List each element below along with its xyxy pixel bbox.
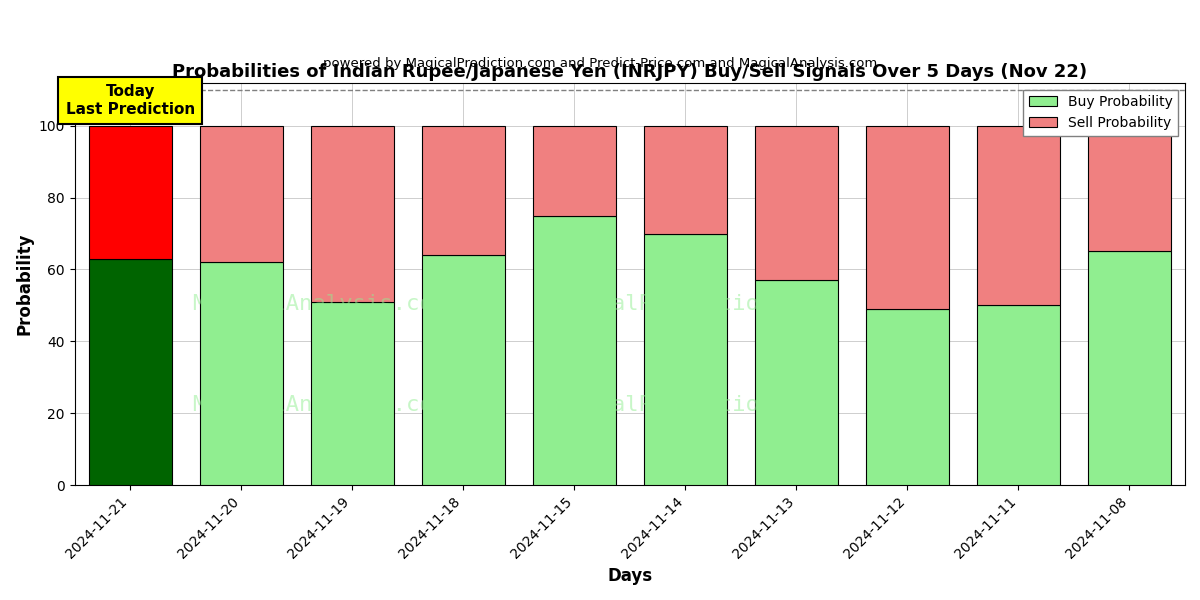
Text: MagicalPrediction.com: MagicalPrediction.com bbox=[545, 395, 826, 415]
Text: powered by MagicalPrediction.com and Predict-Price.com and MagicalAnalysis.com: powered by MagicalPrediction.com and Pre… bbox=[323, 56, 877, 70]
Bar bbox=[865, 125, 949, 309]
Bar bbox=[977, 305, 1060, 485]
Bar bbox=[1088, 251, 1171, 485]
Bar bbox=[311, 125, 394, 302]
Bar bbox=[865, 309, 949, 485]
Bar bbox=[533, 125, 616, 215]
Bar bbox=[643, 233, 727, 485]
Bar bbox=[311, 302, 394, 485]
Bar bbox=[755, 125, 838, 280]
Text: Today
Last Prediction: Today Last Prediction bbox=[66, 85, 194, 117]
Bar bbox=[977, 125, 1060, 305]
Y-axis label: Probability: Probability bbox=[16, 233, 34, 335]
Bar bbox=[1088, 125, 1171, 251]
Text: MagicalPrediction.com: MagicalPrediction.com bbox=[545, 294, 826, 314]
Bar bbox=[421, 125, 505, 255]
Text: MagicalAnalysis.com: MagicalAnalysis.com bbox=[192, 395, 446, 415]
Bar bbox=[533, 215, 616, 485]
Text: MagicalAnalysis.com: MagicalAnalysis.com bbox=[192, 294, 446, 314]
Bar bbox=[421, 255, 505, 485]
Bar bbox=[755, 280, 838, 485]
Bar bbox=[643, 125, 727, 233]
Legend: Buy Probability, Sell Probability: Buy Probability, Sell Probability bbox=[1024, 89, 1178, 136]
Bar bbox=[89, 259, 172, 485]
X-axis label: Days: Days bbox=[607, 567, 653, 585]
Title: Probabilities of Indian Rupee/Japanese Yen (INRJPY) Buy/Sell Signals Over 5 Days: Probabilities of Indian Rupee/Japanese Y… bbox=[173, 63, 1087, 81]
Bar bbox=[199, 262, 283, 485]
Bar bbox=[89, 125, 172, 259]
Bar bbox=[199, 125, 283, 262]
